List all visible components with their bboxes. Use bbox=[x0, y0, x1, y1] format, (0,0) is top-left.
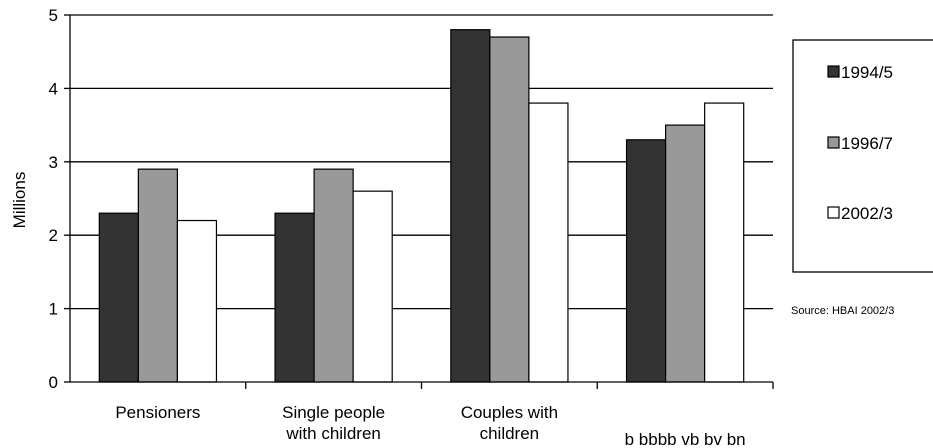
legend-swatch bbox=[827, 206, 840, 219]
y-tick-label: 0 bbox=[49, 373, 58, 392]
legend-label: 1994/5 bbox=[841, 63, 893, 82]
y-tick-label: 2 bbox=[49, 226, 58, 245]
x-category-label: Single people with children bbox=[282, 403, 385, 443]
x-category-labels: Pensioners Single people with children Coup… bbox=[115, 403, 745, 448]
bar bbox=[450, 29, 491, 383]
bars bbox=[98, 29, 745, 383]
legend-box bbox=[792, 39, 933, 273]
legend-swatch bbox=[827, 136, 840, 149]
bar bbox=[489, 36, 530, 383]
bar bbox=[176, 219, 218, 383]
bar bbox=[274, 212, 315, 383]
bar bbox=[664, 124, 706, 383]
y-tick-label: 1 bbox=[49, 300, 58, 319]
source-note: Source: HBAI 2002/3 bbox=[791, 305, 894, 317]
legend: 1994/5 1996/7 2002/3 bbox=[792, 39, 933, 273]
legend-label: 1996/7 bbox=[841, 134, 893, 153]
y-tick-label: 3 bbox=[49, 153, 58, 172]
axes bbox=[64, 14, 774, 389]
y-tick-label: 5 bbox=[49, 6, 58, 25]
x-category-label: Couples with children bbox=[461, 403, 558, 443]
bar bbox=[352, 190, 393, 383]
bar bbox=[528, 102, 569, 383]
y-axis-label: Millions bbox=[10, 172, 29, 229]
bar bbox=[313, 168, 354, 383]
y-tick-labels: 0 1 2 3 4 5 bbox=[49, 6, 58, 392]
legend-swatch bbox=[827, 65, 840, 78]
x-category-label: Pensioners bbox=[115, 403, 200, 422]
bar bbox=[704, 102, 745, 383]
y-tick-label: 4 bbox=[49, 79, 58, 98]
bar bbox=[625, 139, 667, 383]
bar bbox=[98, 212, 139, 383]
legend-label: 2002/3 bbox=[841, 204, 893, 223]
x-category-label: b bbbb vb bv bn bbox=[625, 430, 746, 448]
bar bbox=[137, 168, 179, 383]
